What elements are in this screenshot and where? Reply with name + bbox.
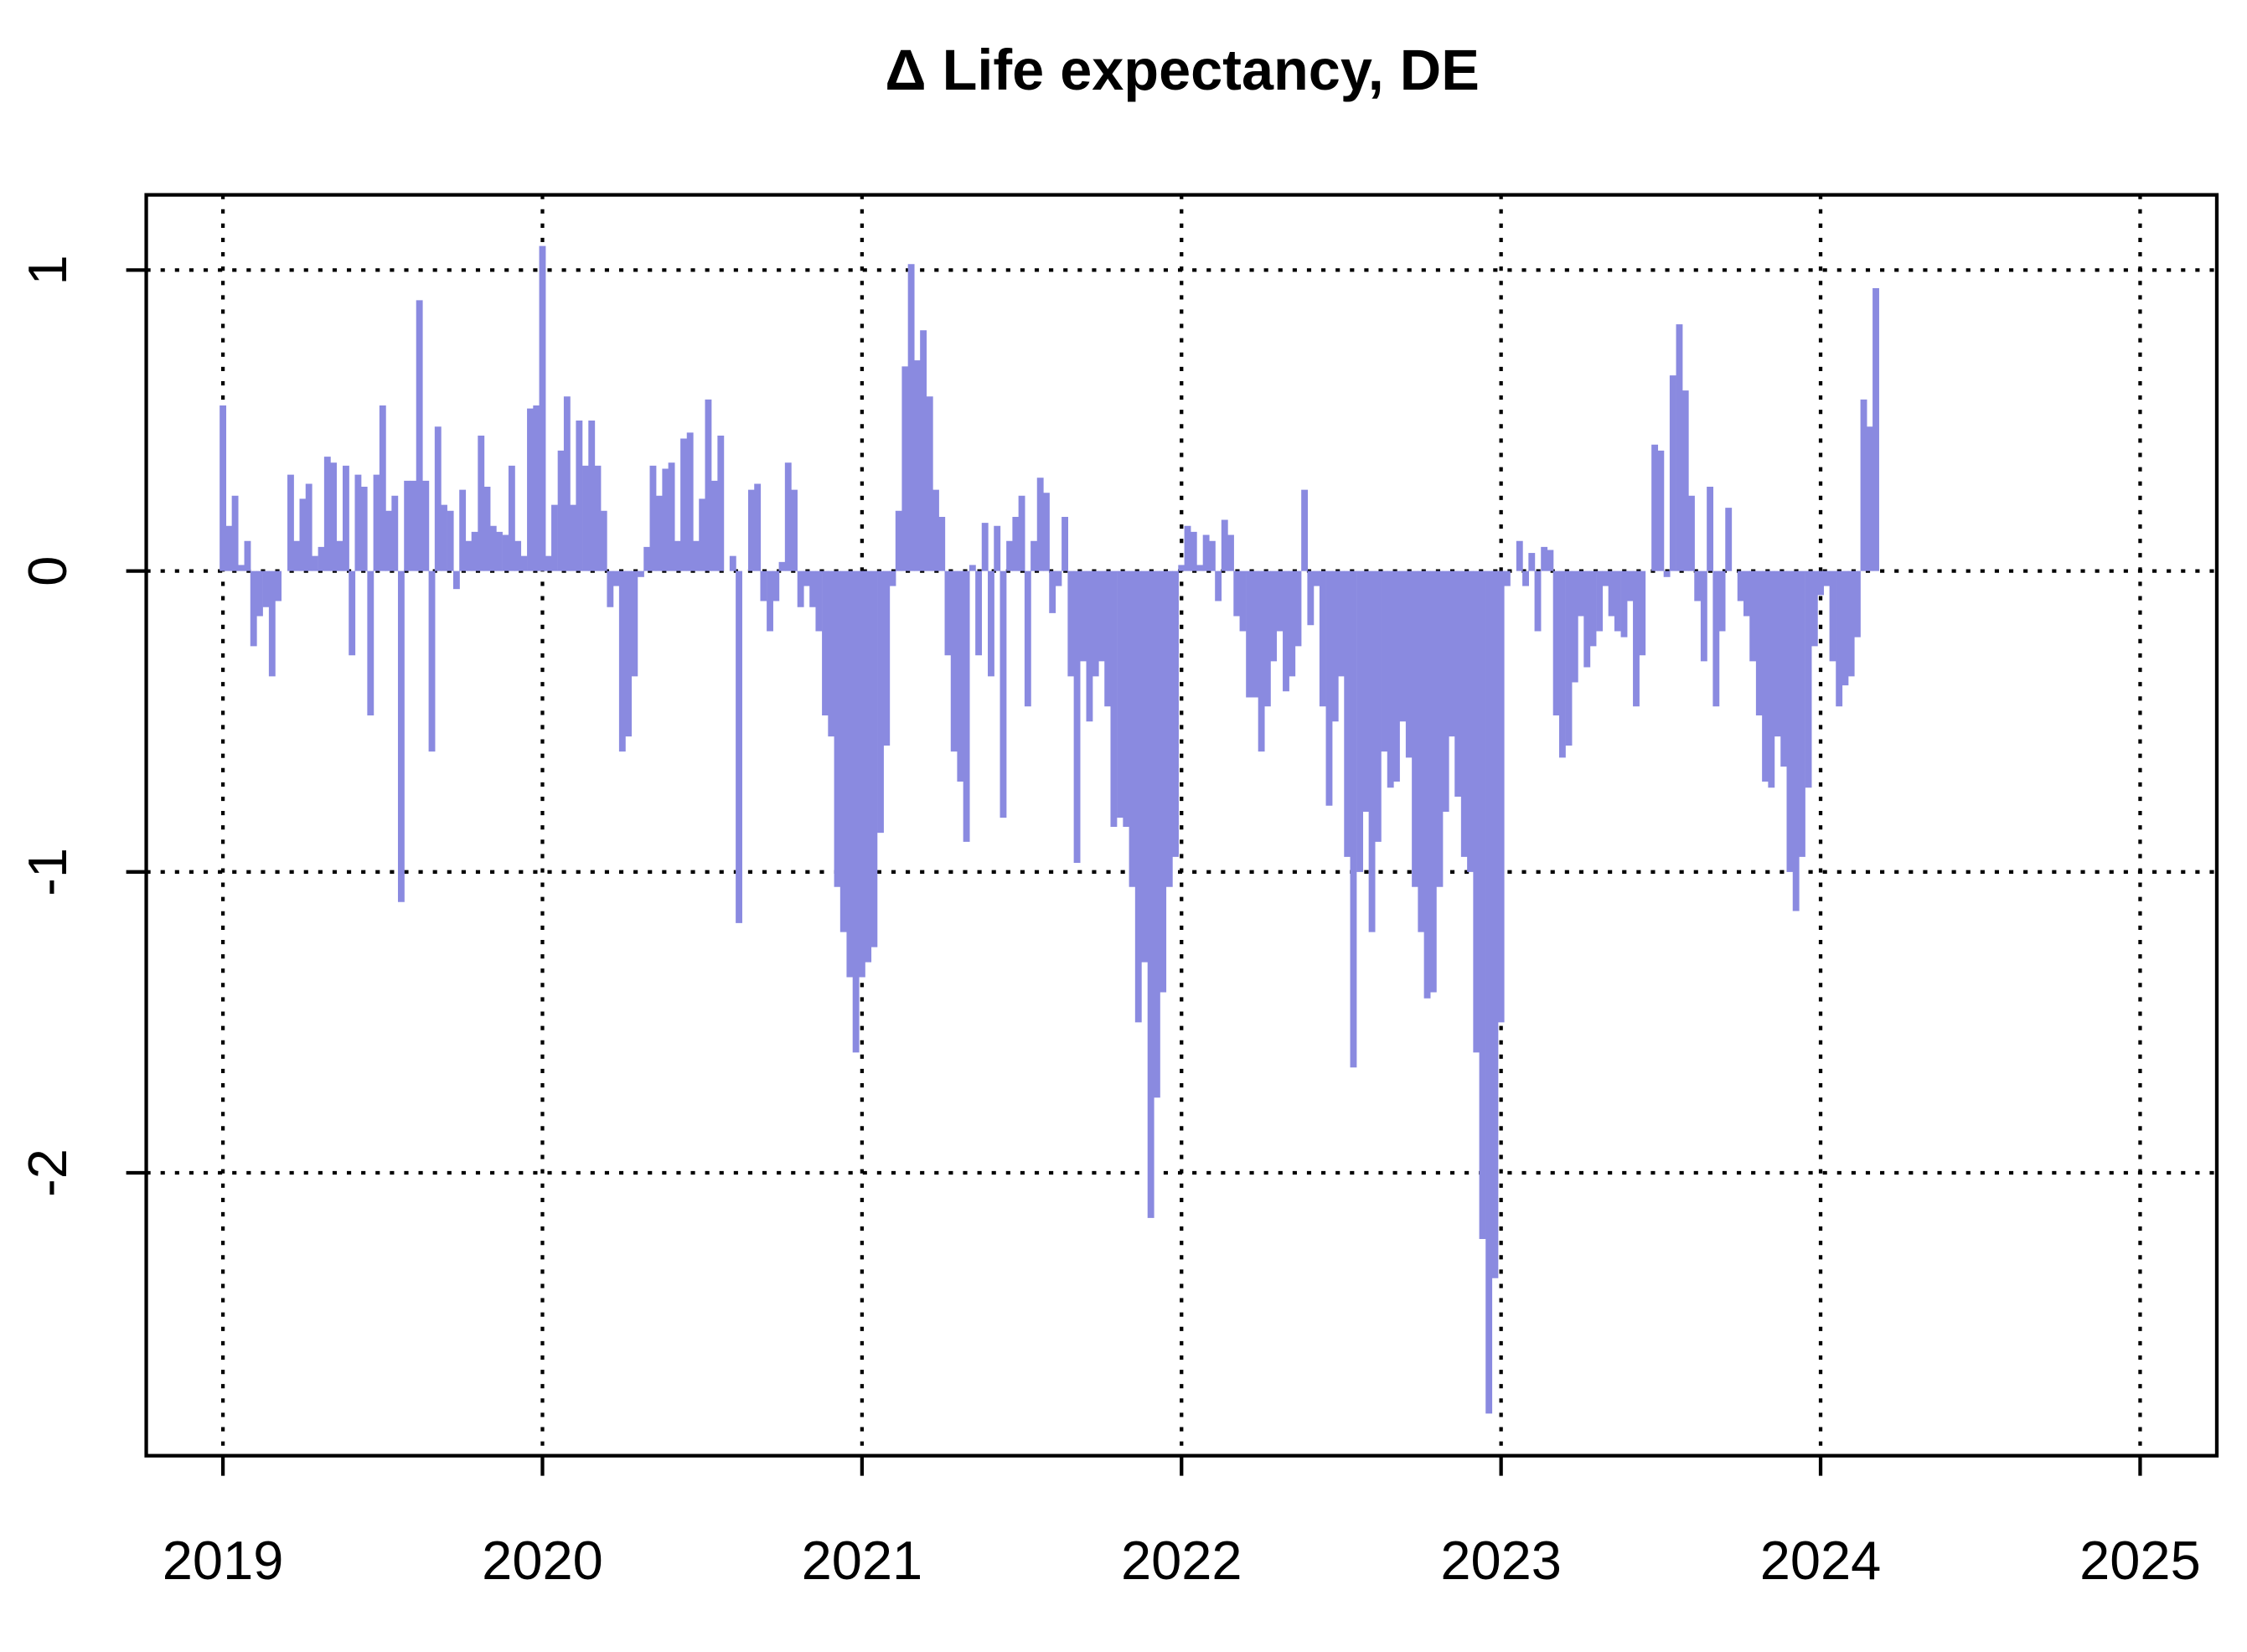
- x-tick-label: 2024: [1760, 1530, 1882, 1591]
- axes: 2019 2020 2021 2022 2023 2024 2025 -2 -1 0 1: [17, 255, 2201, 1591]
- x-tick-label: 2022: [1121, 1530, 1242, 1591]
- x-tick-label: 2023: [1440, 1530, 1562, 1591]
- bars: [220, 245, 1879, 1414]
- y-tick-label: 0: [17, 556, 78, 586]
- chart-title: Δ Life expectancy, DE: [885, 39, 1479, 102]
- grid: [146, 194, 2217, 1456]
- x-tick-label: 2020: [482, 1530, 603, 1591]
- y-tick-label: 1: [17, 255, 78, 285]
- y-tick-label: -2: [17, 1149, 78, 1197]
- plot-frame: [144, 193, 2219, 1458]
- x-tick-label: 2021: [802, 1530, 923, 1591]
- x-tick-label: 2019: [163, 1530, 284, 1591]
- x-tick-label: 2025: [2079, 1530, 2201, 1591]
- y-tick-label: -1: [17, 848, 78, 896]
